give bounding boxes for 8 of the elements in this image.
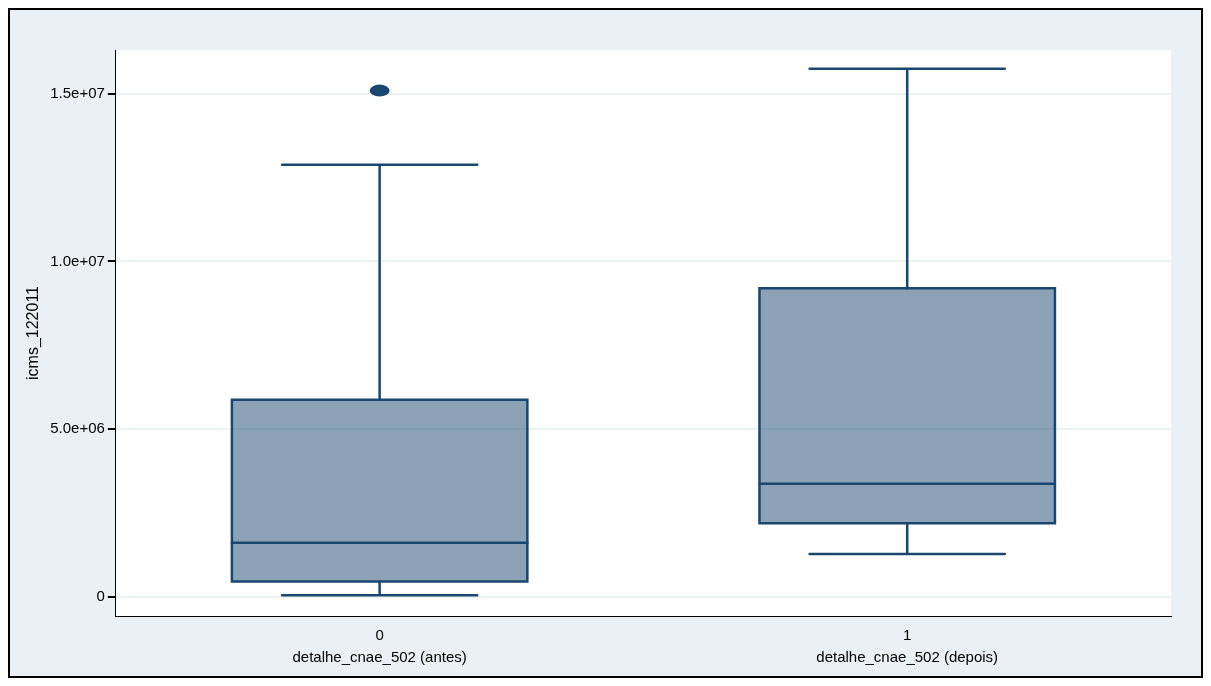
text: detalhe_cnae_502 (depois) bbox=[816, 647, 999, 665]
text: detalhe_cnae_502 (antes) bbox=[292, 647, 467, 665]
y-tick-label: 0 bbox=[96, 587, 105, 605]
x-tick-label: 1 bbox=[903, 626, 912, 644]
y-tick-label: 5.0e+06 bbox=[50, 419, 105, 437]
y-axis-title: icms_122011 bbox=[24, 285, 43, 380]
y-tick-label: 1.5e+07 bbox=[50, 83, 105, 101]
y-tick-label: 1.0e+07 bbox=[50, 251, 105, 269]
